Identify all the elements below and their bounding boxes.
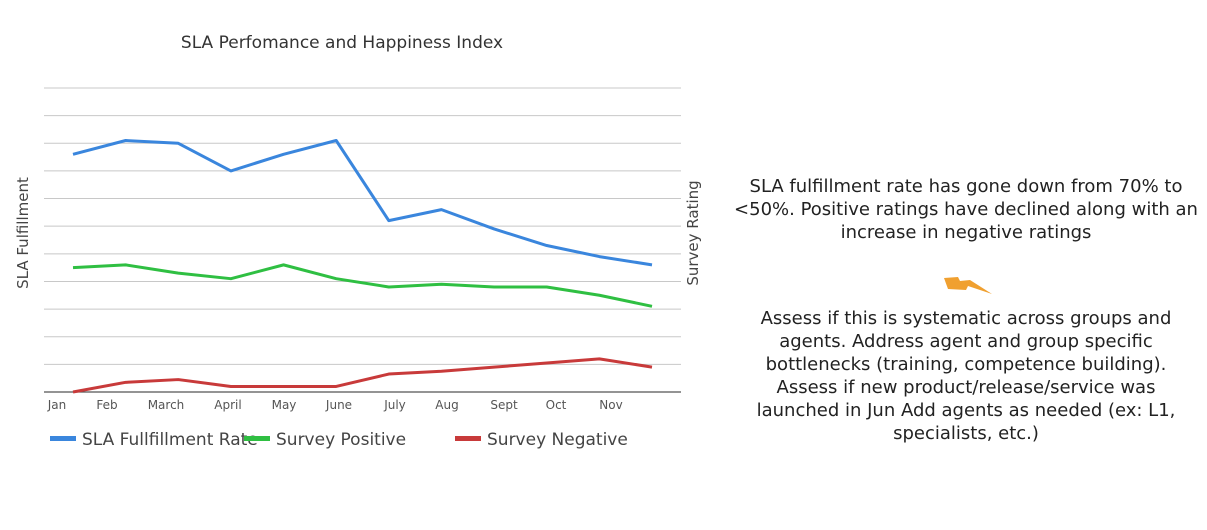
finding-text: SLA fulfillment rate has gone down from … [734,176,1198,243]
x-tick-label: May [272,398,297,412]
series-line-survey-positive [72,263,653,308]
recommendation-text: Assess if this is systematic across grou… [756,308,1176,444]
series-line-survey-negative [72,357,653,394]
legend-label: SLA Fullfillment Rate [82,430,258,450]
legend-swatch [244,436,270,441]
x-tick-label: Feb [96,398,117,412]
gridlines [44,87,681,393]
x-tick-label: Sept [490,398,518,412]
x-axis-ticks: Jan Feb March April May June July Aug Sept Oct Nov [47,398,623,412]
x-tick-label: Nov [599,398,622,412]
legend-label: Survey Positive [276,430,406,450]
y2-axis-label: Survey Rating [684,180,702,285]
legend: SLA Fullfillment Rate Survey Positive Surv… [50,430,628,450]
x-tick-label: July [383,398,406,412]
y-axis-label: SLA Fulfillment [14,177,32,289]
x-tick-label: June [325,398,352,412]
x-tick-label: April [214,398,241,412]
x-tick-label: Oct [546,398,567,412]
chart-title: SLA Perfomance and Happiness Index [181,33,503,53]
legend-swatch [455,436,481,441]
x-tick-label: March [148,398,185,412]
x-tick-label: Jan [47,398,67,412]
x-tick-label: Aug [435,398,458,412]
lightning-bolt-icon [944,277,992,294]
line-chart: SLA Perfomance and Happiness Index SLA F… [14,33,702,450]
series-line-sla-fullfillment-rate [72,139,653,267]
legend-swatch [50,436,76,441]
legend-label: Survey Negative [487,430,628,450]
series-lines [72,139,653,394]
